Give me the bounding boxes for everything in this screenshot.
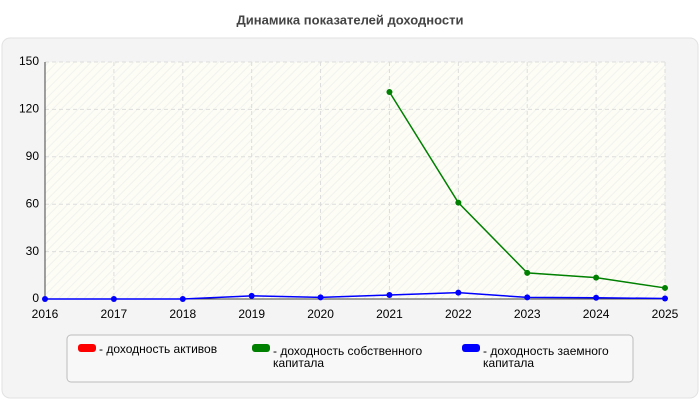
legend-label: - доходность заемного капитала (483, 344, 609, 370)
y-tick-label: 90 (26, 149, 40, 163)
data-point (248, 292, 255, 299)
x-tick-label: 2021 (376, 307, 403, 321)
legend-label: - доходность активов (99, 342, 218, 356)
data-point (662, 284, 668, 291)
chart-title: Динамика показателей доходности (236, 12, 463, 27)
legend-box (66, 334, 634, 383)
data-point (455, 199, 462, 206)
legend-swatch (78, 344, 96, 352)
x-tick-label: 2019 (238, 307, 265, 321)
legend-swatch (252, 344, 270, 352)
data-point (317, 294, 324, 301)
x-tick-label: 2025 (652, 307, 679, 321)
legend-label: - доходность собственного капитала (273, 344, 423, 370)
data-point (593, 274, 600, 281)
y-tick-label: 30 (26, 244, 40, 258)
data-point (110, 296, 117, 302)
series-line (45, 291, 666, 300)
data-point (42, 296, 48, 302)
y-tick-label: 150 (19, 54, 39, 68)
y-tick-label: 120 (19, 102, 39, 116)
x-tick-label: 2024 (583, 307, 610, 321)
legend-swatch (462, 344, 480, 352)
x-tick-label: 2018 (169, 307, 196, 321)
x-tick-label: 2020 (307, 307, 334, 321)
data-point (524, 269, 531, 276)
y-tick-label: 0 (32, 291, 39, 305)
x-tick-label: 2023 (514, 307, 541, 321)
y-tick-label: 60 (26, 196, 40, 210)
data-point (662, 295, 668, 302)
data-point (386, 89, 393, 96)
data-point (524, 294, 531, 301)
x-tick-label: 2017 (101, 307, 128, 321)
x-tick-label: 2022 (445, 307, 472, 321)
data-point (593, 294, 600, 301)
data-point (455, 289, 462, 296)
plot-area (45, 62, 665, 299)
data-point (179, 296, 186, 302)
data-point (386, 292, 393, 299)
x-tick-label: 2016 (32, 307, 59, 321)
